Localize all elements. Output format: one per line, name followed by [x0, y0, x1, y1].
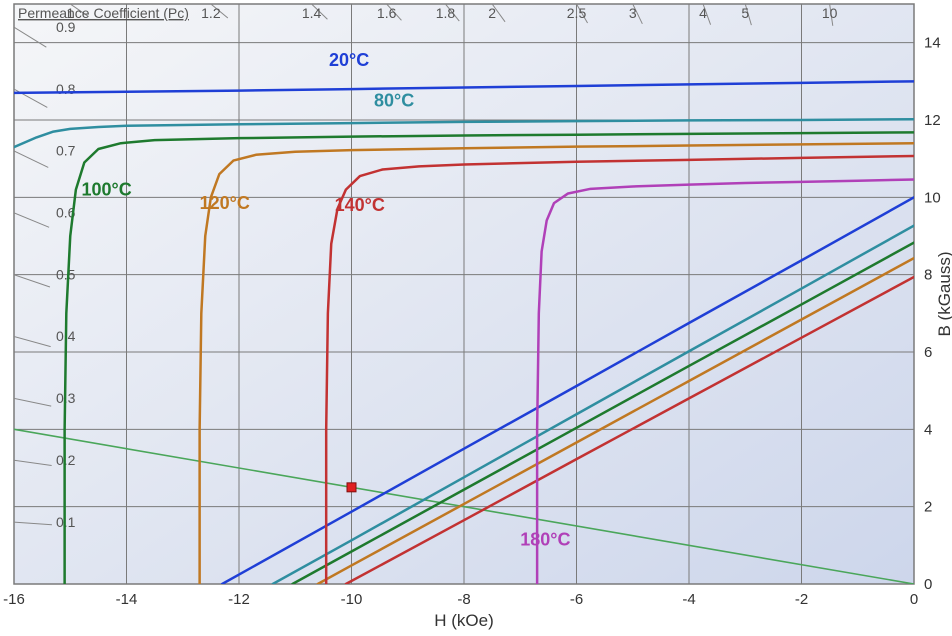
y-tick-label: 2: [924, 499, 932, 516]
x-tick-label: -12: [228, 591, 250, 608]
pc-label: 1.2: [201, 5, 221, 21]
y-tick-label: 8: [924, 267, 932, 284]
x-tick-label: -4: [682, 591, 695, 608]
y-tick-label: 10: [924, 189, 941, 206]
pc-label: 4: [699, 5, 707, 21]
y-axis-title: B (kGauss): [935, 251, 952, 336]
curve-label: 80°C: [374, 90, 414, 110]
x-tick-label: -6: [570, 591, 583, 608]
pc-label: 3: [629, 5, 637, 21]
x-tick-label: -10: [341, 591, 363, 608]
curve-label: 180°C: [520, 529, 570, 549]
y-tick-label: 12: [924, 112, 941, 129]
chart-svg: 0.90.80.70.60.50.40.30.20.111.21.41.61.8…: [0, 0, 952, 636]
demagnetization-chart: 0.90.80.70.60.50.40.30.20.111.21.41.61.8…: [0, 0, 952, 636]
x-tick-label: -8: [457, 591, 470, 608]
curve-label: 20°C: [329, 50, 369, 70]
curve-label: 120°C: [200, 193, 250, 213]
pc-label: 2: [488, 5, 496, 21]
y-tick-label: 14: [924, 35, 941, 52]
pc-label: 5: [741, 5, 749, 21]
x-tick-label: -16: [3, 591, 25, 608]
pc-label: 1.4: [302, 5, 322, 21]
y-tick-label: 6: [924, 344, 932, 361]
x-tick-label: -14: [116, 591, 138, 608]
y-tick-label: 0: [924, 576, 932, 593]
pc-label: 1.6: [377, 5, 397, 21]
pc-label: 0.8: [56, 81, 76, 97]
pc-label: 1.8: [436, 5, 456, 21]
curve-label: 140°C: [335, 195, 385, 215]
x-tick-label: -2: [795, 591, 808, 608]
pc-label: 0.7: [56, 143, 76, 159]
pc-label: 0.5: [56, 266, 76, 282]
pc-title: Permeance Coefficient (Pc): [18, 5, 189, 21]
curve-label: 100°C: [82, 179, 132, 199]
x-axis-title: H (kOe): [434, 611, 494, 630]
pc-label: 0.9: [56, 19, 76, 35]
operating-point: [347, 483, 356, 492]
x-tick-label: 0: [910, 591, 918, 608]
pc-label: 2.5: [567, 5, 587, 21]
pc-label: 10: [822, 5, 838, 21]
y-tick-label: 4: [924, 421, 932, 438]
